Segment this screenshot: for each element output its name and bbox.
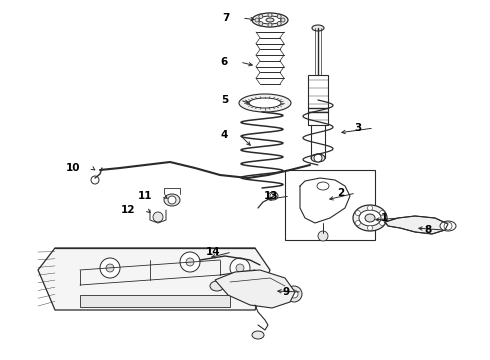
Circle shape [180, 252, 200, 272]
Bar [80, 295, 230, 307]
Circle shape [268, 23, 272, 27]
Ellipse shape [317, 182, 329, 190]
Circle shape [186, 258, 194, 266]
Circle shape [318, 231, 328, 241]
Circle shape [314, 154, 322, 162]
Circle shape [277, 22, 281, 26]
Text: 6: 6 [221, 57, 228, 67]
Text: 8: 8 [425, 225, 432, 235]
Text: 2: 2 [337, 188, 344, 198]
Text: 12: 12 [121, 205, 135, 215]
Bar [308, 75, 328, 125]
Text: 4: 4 [220, 130, 228, 140]
Circle shape [270, 193, 276, 199]
Ellipse shape [312, 25, 324, 31]
Circle shape [230, 258, 250, 278]
Ellipse shape [266, 18, 274, 22]
Circle shape [290, 290, 298, 298]
Circle shape [153, 212, 163, 222]
Circle shape [355, 220, 360, 225]
Circle shape [91, 176, 99, 184]
Circle shape [259, 14, 263, 18]
Text: 10: 10 [66, 163, 80, 173]
Circle shape [259, 22, 263, 26]
Ellipse shape [365, 214, 375, 222]
Text: 3: 3 [355, 123, 362, 133]
Ellipse shape [359, 210, 381, 226]
Circle shape [281, 18, 285, 22]
Circle shape [380, 211, 385, 216]
Text: 14: 14 [205, 247, 220, 257]
Ellipse shape [268, 192, 278, 200]
Circle shape [286, 286, 302, 302]
Circle shape [100, 258, 120, 278]
Ellipse shape [311, 154, 325, 162]
Polygon shape [385, 216, 448, 234]
Text: 9: 9 [283, 287, 290, 297]
Ellipse shape [252, 331, 264, 339]
Ellipse shape [440, 221, 456, 231]
Circle shape [444, 222, 452, 230]
Circle shape [368, 225, 372, 230]
Ellipse shape [164, 194, 180, 206]
Circle shape [268, 13, 272, 17]
Ellipse shape [252, 13, 288, 27]
Circle shape [106, 264, 114, 272]
Text: 13: 13 [264, 191, 278, 201]
Polygon shape [215, 270, 295, 308]
Text: 7: 7 [222, 13, 230, 23]
Polygon shape [38, 248, 270, 310]
Ellipse shape [259, 16, 281, 24]
Ellipse shape [353, 205, 387, 231]
Ellipse shape [249, 98, 281, 108]
Circle shape [368, 206, 372, 211]
Text: 5: 5 [221, 95, 228, 105]
Bar [285, 170, 375, 240]
Text: 1: 1 [381, 213, 388, 223]
Circle shape [355, 211, 360, 216]
Circle shape [277, 14, 281, 18]
Circle shape [168, 196, 176, 204]
Ellipse shape [210, 281, 224, 291]
Ellipse shape [239, 94, 291, 112]
Text: 11: 11 [138, 191, 152, 201]
Circle shape [380, 220, 385, 225]
Circle shape [236, 264, 244, 272]
Circle shape [255, 18, 259, 22]
